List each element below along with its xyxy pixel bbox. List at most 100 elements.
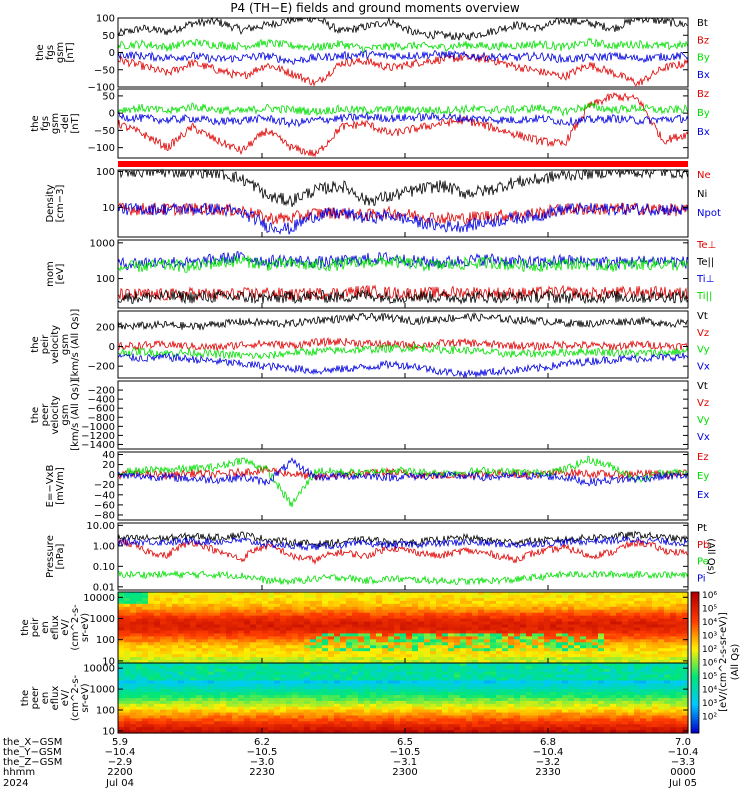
heatmap-cell [382,642,389,646]
heatmap-cell [292,657,299,661]
heatmap-cell [292,615,299,620]
heatmap-cell [340,692,347,696]
heatmap-cell [652,671,659,676]
heatmap-cell [280,665,287,670]
panel-frame [117,380,689,450]
heatmap-cell [124,654,131,658]
heatmap-cell [412,709,419,714]
heatmap-cell [556,600,563,605]
heatmap-cell [424,660,431,664]
heatmap-cell [586,663,593,667]
heatmap-cell [262,674,269,679]
heatmap-cell [286,674,293,679]
heatmap-cell [358,671,365,676]
heatmap-cell [310,706,317,711]
heatmap-cell [532,651,539,655]
heatmap-cell [340,660,347,664]
heatmap-cell [676,698,683,702]
heatmap-cell [274,718,281,722]
heatmap-cell [394,730,401,734]
heatmap-cell [538,724,545,728]
heatmap-cell [328,718,335,722]
heatmap-cell [334,724,341,728]
heatmap-cell [166,665,173,670]
heatmap-cell [298,709,305,714]
heatmap-cell [190,630,197,635]
heatmap-cell [238,674,245,679]
heatmap-cell [382,624,389,629]
y-axis-label: sr-eV) [80,613,91,642]
heatmap-cell [520,660,527,664]
legend-label-Vz: Vz [697,328,709,339]
heatmap-cell [142,727,149,731]
heatmap-cell [154,709,161,714]
heatmap-cell [640,706,647,711]
heatmap-cell [280,645,287,649]
heatmap-cell [124,689,131,693]
y-axis-label: eV/ [60,619,71,636]
heatmap-cell [670,657,677,661]
heatmap-cell [574,686,581,690]
heatmap-cell [280,668,287,673]
heatmap-cell [160,627,167,632]
heatmap-cell [580,618,587,623]
heatmap-cell [196,706,203,711]
heatmap-cell [526,597,533,602]
heatmap-cell [514,727,521,731]
heatmap-cell [388,660,395,664]
heatmap-cell [424,609,431,614]
heatmap-cell [124,633,131,637]
heatmap-cell [274,674,281,679]
heatmap-cell [346,633,353,637]
heatmap-cell [388,645,395,649]
side-label: (All Qs) [705,538,716,575]
heatmap-cell [418,651,425,655]
heatmap-cell [328,660,335,664]
heatmap-cell [466,621,473,626]
colorbar-tick-label: 10⁵ [702,605,717,615]
heatmap-cell [658,663,665,667]
heatmap-cell [226,677,233,682]
plot-title: P4 (TH−E) fields and ground moments over… [230,1,520,15]
heatmap-cell [556,724,563,728]
heatmap-cell [166,674,173,679]
heatmap-cell [442,665,449,670]
heatmap-cell [442,600,449,605]
heatmap-cell [160,724,167,728]
heatmap-cell [202,639,209,643]
heatmap-cell [652,639,659,643]
heatmap-cell [292,695,299,699]
heatmap-cell [580,683,587,687]
heatmap-cell [370,730,377,734]
heatmap-cell [262,648,269,652]
heatmap-cell [568,671,575,676]
heatmap-cell [634,703,641,708]
heatmap-cell [436,663,443,667]
heatmap-cell [496,700,503,705]
heatmap-cell [496,686,503,690]
heatmap-cell [124,712,131,717]
heatmap-cell [556,668,563,673]
heatmap-cell [574,627,581,632]
colorbar-step [691,648,699,652]
heatmap-cell [256,633,263,637]
heatmap-cell [514,721,521,725]
heatmap-cell [346,715,353,720]
heatmap-cell [490,712,497,717]
heatmap-cell [640,642,647,646]
heatmap-cell [616,594,623,599]
heatmap-cell [316,680,323,685]
heatmap-cell [184,709,191,714]
heatmap-cell [658,718,665,722]
heatmap-cell [334,727,341,731]
heatmap-cell [166,624,173,629]
heatmap-cell [568,686,575,690]
heatmap-cell [298,592,305,596]
heatmap-cell [634,715,641,720]
heatmap-cell [568,642,575,646]
heatmap-cell [430,603,437,608]
heatmap-cell [634,677,641,682]
heatmap-cell [358,594,365,599]
heatmap-cell [430,671,437,676]
heatmap-cell [370,618,377,623]
